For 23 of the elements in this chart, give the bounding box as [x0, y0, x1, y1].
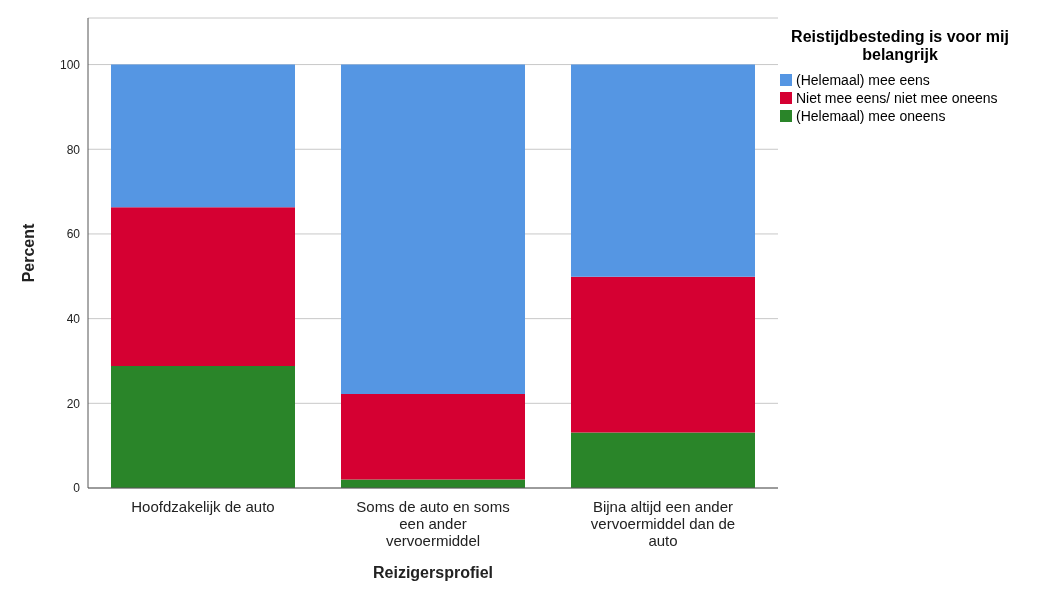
bar: [571, 276, 755, 433]
legend-label: (Helemaal) mee oneens: [796, 108, 946, 124]
y-axis-title: Percent: [19, 222, 37, 283]
x-tick-label: Hoofdzakelijk de auto: [131, 498, 275, 515]
y-tick-label: 20: [66, 396, 81, 411]
bar: [111, 207, 295, 367]
x-tick-label: Bijna altijd een ander vervoermiddel dan de auto: [590, 498, 736, 549]
y-tick-label: 80: [66, 142, 81, 157]
legend-title: Reistijdbesteding is voor mij belangrijk: [790, 28, 1010, 64]
legend-label: (Helemaal) mee eens: [796, 72, 930, 88]
y-tick-label: 100: [59, 57, 81, 72]
x-tick-label: Soms de auto en soms een ander vervoermiddel: [356, 498, 510, 549]
bar: [571, 64, 755, 277]
bar: [571, 432, 755, 488]
y-tick-label: 40: [66, 311, 81, 326]
bar: [111, 64, 295, 208]
y-tick-label: 0: [73, 481, 81, 496]
y-tick-label: 60: [66, 227, 81, 242]
bar: [341, 394, 525, 480]
bar: [341, 64, 525, 394]
x-axis-title: Reizigersprofiel: [372, 564, 494, 581]
legend-label: Niet mee eens/ niet mee oneens: [796, 90, 998, 106]
bar: [111, 366, 295, 488]
